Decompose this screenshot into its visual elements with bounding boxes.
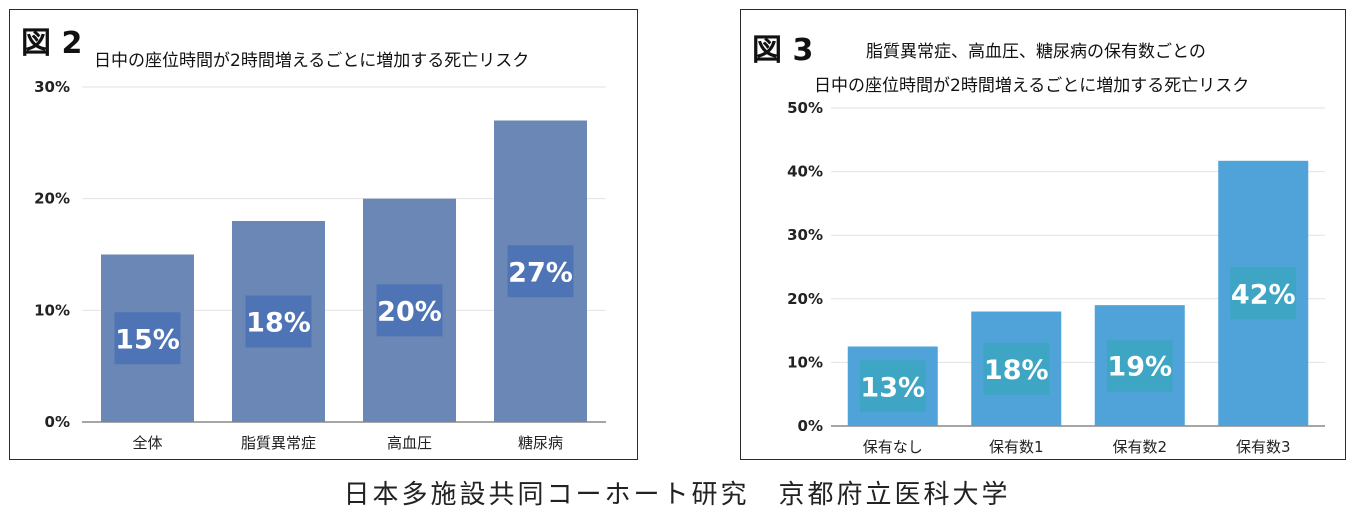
y-tick-label: 50% [787,99,823,117]
x-category-label: 保有数1 [989,438,1044,456]
figure-3-title-line-2: 日中の座位時間が2時間増えるごとに増加する死亡リスク [814,76,1250,96]
x-category-label: 脂質異常症 [241,434,316,452]
data-label-box [1106,339,1173,392]
data-label-box [1230,267,1297,320]
data-label-box [507,245,574,298]
figure-3-title-line-1: 脂質異常症、高血圧、糖尿病の保有数ごとの [866,42,1206,62]
y-tick-label: 20% [34,190,70,208]
x-category-label: 保有数3 [1236,438,1291,456]
data-label-box [859,360,926,413]
x-category-label: 高血圧 [387,434,432,452]
data-label: 18% [246,308,311,339]
y-tick-label: 40% [787,163,823,181]
data-label-box [983,342,1050,395]
footer-credit: 日本多施設共同コーホート研究 京都府立医科大学 [343,480,1011,510]
y-tick-label: 0% [798,417,823,435]
figure-2-chart: 0% 10% 20% 30% 15% 全体 18% 脂質異常症 20% 高血圧 27% 糖尿病 [34,78,606,452]
figure-2-label: 図 2 [21,26,83,61]
data-label: 27% [508,257,573,288]
figure-2-title: 日中の座位時間が2時間増えるごとに増加する死亡リスク [94,51,530,71]
x-category-label: 糖尿病 [518,434,563,452]
y-tick-label: 20% [787,290,823,308]
y-tick-label: 10% [787,353,823,371]
figure-3-panel: 図 3 脂質異常症、高血圧、糖尿病の保有数ごとの 日中の座位時間が2時間増えるご… [740,9,1346,460]
figure-3-label: 図 3 [752,33,814,68]
data-label: 19% [1107,352,1172,383]
data-label: 15% [115,324,180,355]
figure-3-chart: 0% 10% 20% 30% 40% 50% 13% 保有なし 18% 保有数1 19% 保有数2 42… [787,99,1325,456]
x-category-label: 保有数2 [1112,438,1167,456]
figure-2-panel: 図 2 日中の座位時間が2時間増えるごとに増加する死亡リスク 0% 10% 20% 3… [9,9,638,460]
y-tick-label: 0% [45,413,70,431]
x-category-label: 全体 [132,434,162,452]
data-label: 20% [377,296,442,327]
data-label-box [114,312,181,365]
data-label-box [376,284,443,337]
y-tick-label: 10% [34,301,70,319]
x-category-label: 保有なし [863,438,923,456]
data-label: 42% [1231,279,1296,310]
y-tick-label: 30% [787,226,823,244]
y-tick-label: 30% [34,78,70,96]
data-label: 18% [984,355,1049,386]
data-label-box [245,295,312,348]
data-label: 13% [860,372,925,403]
